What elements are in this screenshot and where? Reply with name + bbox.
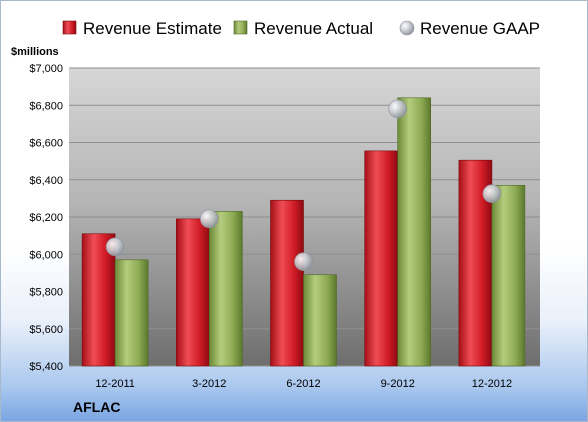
bar-actual (209, 211, 243, 367)
x-tick-label: 12-2012 (472, 378, 512, 390)
x-tick-label: 9-2012 (381, 378, 415, 390)
point-gaap (388, 99, 408, 119)
bar-actual (491, 185, 526, 367)
gaap-points (105, 99, 502, 272)
y-tick-label: $7,000 (29, 63, 63, 75)
y-tick-label: $6,600 (29, 138, 63, 150)
legend-item-gaap: Revenue GAAP (399, 19, 540, 38)
bar-estimate (81, 233, 116, 367)
bar-estimate (270, 199, 304, 367)
y-tick-label: $5,400 (29, 361, 63, 373)
y-units-label: $millions (11, 46, 59, 58)
legend-label-estimate: Revenue Estimate (83, 19, 222, 38)
y-tick-label: $5,800 (29, 287, 63, 299)
y-tick-label: $6,400 (29, 175, 63, 187)
bar-estimate (364, 150, 399, 367)
legend-item-actual: Revenue Actual (233, 19, 373, 38)
x-tick-label: 3-2012 (192, 378, 226, 390)
x-tick-label: 6-2012 (286, 378, 320, 390)
y-axis-ticks: $5,400 $5,600 $5,800 $6,000 $6,200 $6,400 $6,6… (29, 63, 63, 373)
point-gaap (482, 184, 502, 204)
x-axis-ticks: 12-2011 3-2012 6-2012 9-2012 12-2012 (95, 378, 512, 390)
legend-swatch-estimate (62, 20, 77, 35)
legend-label-actual: Revenue Actual (254, 19, 373, 38)
company-name: AFLAC (73, 399, 120, 415)
bars (81, 97, 526, 367)
bar-actual (114, 259, 149, 367)
point-gaap (294, 252, 313, 272)
legend-swatch-gaap (399, 20, 415, 36)
legend-swatch-actual (233, 20, 248, 35)
point-gaap (105, 237, 125, 257)
point-gaap (200, 209, 219, 229)
y-tick-label: $6,800 (29, 100, 63, 112)
bar-actual (303, 274, 337, 367)
legend-item-estimate: Revenue Estimate (62, 19, 222, 38)
y-tick-label: $6,200 (29, 212, 63, 224)
bar-estimate (458, 159, 493, 367)
bar-estimate (176, 218, 210, 367)
legend-label-gaap: Revenue GAAP (420, 19, 540, 38)
legend: Revenue Estimate Revenue Actual Revenue … (62, 19, 540, 38)
x-tick-label: 12-2011 (95, 378, 135, 390)
bar-actual (397, 97, 432, 367)
y-tick-label: $5,600 (29, 324, 63, 336)
y-tick-label: $6,000 (29, 249, 63, 261)
